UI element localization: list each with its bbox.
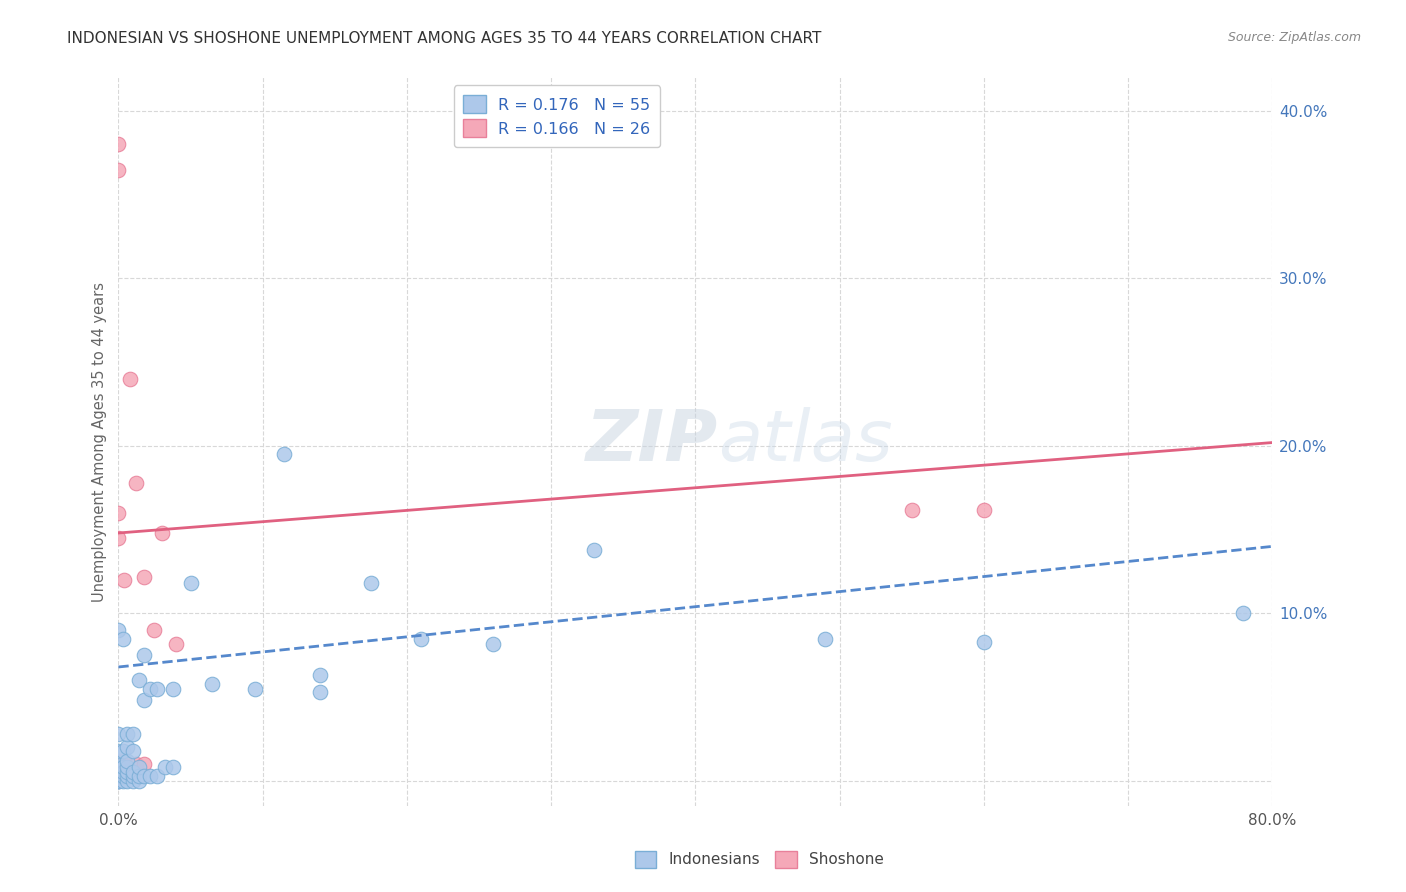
Point	[107, 531, 129, 545]
Point	[111, 760, 134, 774]
Point	[111, 744, 134, 758]
Point	[112, 765, 135, 780]
Point	[125, 757, 148, 772]
Point	[111, 765, 134, 780]
Point	[134, 569, 156, 583]
Point	[134, 757, 156, 772]
Point	[143, 623, 166, 637]
Point	[107, 162, 129, 177]
Point	[150, 526, 173, 541]
Point	[107, 765, 129, 780]
Point	[411, 632, 433, 646]
Point	[111, 773, 134, 788]
Point	[107, 773, 129, 788]
Point	[309, 668, 332, 682]
Y-axis label: Unemployment Among Ages 35 to 44 years: Unemployment Among Ages 35 to 44 years	[93, 282, 107, 602]
Point	[146, 769, 169, 783]
Text: INDONESIAN VS SHOSHONE UNEMPLOYMENT AMONG AGES 35 TO 44 YEARS CORRELATION CHART: INDONESIAN VS SHOSHONE UNEMPLOYMENT AMON…	[67, 31, 823, 46]
Point	[134, 693, 156, 707]
Point	[146, 681, 169, 696]
Point	[139, 769, 162, 783]
Point	[128, 769, 150, 783]
Point	[900, 502, 922, 516]
Point	[107, 757, 129, 772]
Point	[128, 773, 150, 788]
Point	[134, 648, 156, 663]
Legend: R = 0.176   N = 55, R = 0.166   N = 26: R = 0.176 N = 55, R = 0.166 N = 26	[454, 86, 661, 147]
Legend: Indonesians, Shoshone: Indonesians, Shoshone	[628, 845, 890, 873]
Point	[111, 769, 134, 783]
Point	[162, 760, 184, 774]
Point	[115, 754, 138, 768]
Point	[245, 681, 267, 696]
Point	[121, 744, 143, 758]
Point	[273, 447, 295, 461]
Point	[1232, 607, 1254, 621]
Point	[139, 681, 162, 696]
Point	[107, 773, 129, 788]
Point	[107, 769, 129, 783]
Text: Source: ZipAtlas.com: Source: ZipAtlas.com	[1227, 31, 1361, 45]
Point	[121, 769, 143, 783]
Point	[153, 760, 176, 774]
Point	[115, 740, 138, 755]
Point	[115, 727, 138, 741]
Point	[115, 769, 138, 783]
Point	[180, 576, 202, 591]
Point	[107, 506, 129, 520]
Point	[107, 773, 129, 788]
Point	[112, 573, 135, 587]
Point	[973, 635, 995, 649]
Point	[107, 744, 129, 758]
Point	[583, 542, 606, 557]
Point	[128, 760, 150, 774]
Point	[118, 372, 141, 386]
Point	[121, 773, 143, 788]
Point	[115, 765, 138, 780]
Point	[309, 685, 332, 699]
Text: atlas: atlas	[718, 408, 893, 476]
Point	[360, 576, 382, 591]
Point	[115, 760, 138, 774]
Point	[118, 765, 141, 780]
Point	[973, 502, 995, 516]
Point	[107, 765, 129, 780]
Point	[121, 765, 143, 780]
Point	[107, 623, 129, 637]
Point	[107, 773, 129, 788]
Point	[814, 632, 837, 646]
Point	[107, 754, 129, 768]
Point	[107, 137, 129, 152]
Point	[201, 677, 224, 691]
Point	[165, 636, 187, 650]
Point	[162, 681, 184, 696]
Point	[134, 769, 156, 783]
Point	[107, 760, 129, 774]
Point	[482, 636, 505, 650]
Point	[121, 727, 143, 741]
Point	[128, 673, 150, 688]
Point	[125, 475, 148, 490]
Point	[111, 632, 134, 646]
Point	[112, 754, 135, 768]
Point	[107, 727, 129, 741]
Text: ZIP: ZIP	[586, 408, 718, 476]
Point	[115, 773, 138, 788]
